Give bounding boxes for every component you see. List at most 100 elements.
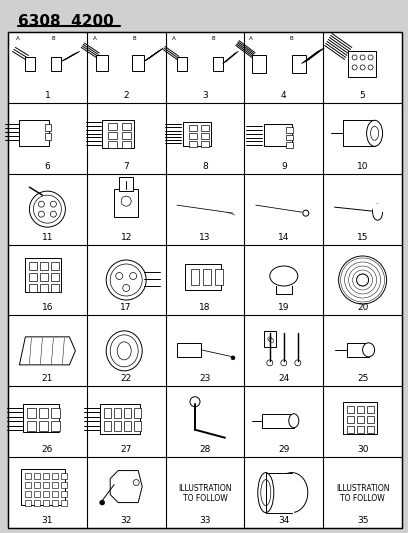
Text: 10: 10 xyxy=(357,161,368,171)
Bar xyxy=(122,141,131,148)
Ellipse shape xyxy=(281,360,287,366)
Text: 29: 29 xyxy=(278,445,290,454)
Ellipse shape xyxy=(360,55,365,60)
Bar xyxy=(373,204,383,212)
Bar xyxy=(51,262,60,270)
Bar xyxy=(122,123,131,130)
Ellipse shape xyxy=(123,285,130,292)
Bar xyxy=(108,123,117,130)
Ellipse shape xyxy=(368,55,373,60)
Bar xyxy=(286,142,293,148)
Ellipse shape xyxy=(269,338,273,342)
Text: 23: 23 xyxy=(200,374,211,383)
Text: 5: 5 xyxy=(360,91,366,100)
Ellipse shape xyxy=(360,65,365,70)
Ellipse shape xyxy=(231,356,235,360)
Text: 13: 13 xyxy=(199,232,211,241)
Bar xyxy=(292,55,306,74)
Bar xyxy=(201,133,209,139)
Text: 1: 1 xyxy=(44,91,50,100)
Bar xyxy=(177,343,201,357)
Ellipse shape xyxy=(368,65,373,70)
Bar xyxy=(114,408,121,418)
Text: ILLUSTRATION: ILLUSTRATION xyxy=(336,484,389,493)
Bar xyxy=(25,473,31,479)
Bar xyxy=(367,416,374,423)
Bar xyxy=(61,490,67,497)
Ellipse shape xyxy=(106,331,142,371)
Bar xyxy=(114,421,121,431)
Bar xyxy=(108,141,117,148)
Text: 6: 6 xyxy=(44,161,50,171)
Text: 18: 18 xyxy=(199,303,211,312)
Bar xyxy=(23,403,60,432)
Bar xyxy=(286,127,293,133)
Bar xyxy=(61,499,67,506)
Ellipse shape xyxy=(268,337,272,341)
Bar xyxy=(34,473,40,479)
Bar xyxy=(40,421,49,431)
Ellipse shape xyxy=(100,500,105,505)
Polygon shape xyxy=(110,471,142,503)
Bar xyxy=(189,141,197,147)
Bar xyxy=(25,490,31,497)
Ellipse shape xyxy=(117,342,131,360)
Ellipse shape xyxy=(295,360,301,366)
Bar xyxy=(43,490,49,497)
Bar xyxy=(34,499,40,506)
Bar xyxy=(201,125,209,131)
Ellipse shape xyxy=(267,360,273,366)
Bar xyxy=(367,406,374,413)
Bar xyxy=(264,124,292,146)
Text: 22: 22 xyxy=(121,374,132,383)
Bar xyxy=(189,133,197,139)
Ellipse shape xyxy=(110,335,138,367)
Bar xyxy=(108,132,117,139)
Text: 26: 26 xyxy=(42,445,53,454)
Bar xyxy=(132,55,144,71)
Text: 19: 19 xyxy=(278,303,290,312)
Ellipse shape xyxy=(367,120,383,146)
Ellipse shape xyxy=(270,339,274,343)
Bar xyxy=(29,284,38,292)
Text: 27: 27 xyxy=(120,445,132,454)
Ellipse shape xyxy=(190,397,200,407)
Ellipse shape xyxy=(270,266,298,286)
Ellipse shape xyxy=(121,196,131,206)
Bar xyxy=(122,132,131,139)
Ellipse shape xyxy=(303,210,309,216)
Text: 6308  4200: 6308 4200 xyxy=(18,14,114,29)
Text: 35: 35 xyxy=(357,516,368,525)
Bar xyxy=(134,408,141,418)
Bar xyxy=(114,189,138,217)
Text: 34: 34 xyxy=(278,516,290,525)
Bar xyxy=(61,473,67,479)
Bar xyxy=(367,426,374,433)
Bar xyxy=(262,414,294,427)
Bar xyxy=(51,408,60,418)
Bar xyxy=(52,482,58,488)
Text: 9: 9 xyxy=(281,161,287,171)
Bar xyxy=(45,133,51,140)
Bar xyxy=(347,426,354,433)
Text: 25: 25 xyxy=(357,374,368,383)
Text: ILLUSTRATION: ILLUSTRATION xyxy=(178,484,232,493)
Text: 8: 8 xyxy=(202,161,208,171)
Bar xyxy=(27,408,36,418)
Text: 17: 17 xyxy=(120,303,132,312)
Bar xyxy=(20,120,49,146)
Text: B: B xyxy=(51,36,55,41)
Ellipse shape xyxy=(110,264,142,296)
Bar xyxy=(52,499,58,506)
Bar xyxy=(177,58,187,71)
Text: 2: 2 xyxy=(123,91,129,100)
Bar xyxy=(40,284,49,292)
Ellipse shape xyxy=(29,191,65,227)
Text: TO FOLLOW: TO FOLLOW xyxy=(340,494,385,503)
Bar xyxy=(191,269,199,285)
Ellipse shape xyxy=(133,480,139,486)
Text: TO FOLLOW: TO FOLLOW xyxy=(183,494,227,503)
Bar xyxy=(183,122,211,146)
Bar xyxy=(357,416,364,423)
Bar xyxy=(124,421,131,431)
